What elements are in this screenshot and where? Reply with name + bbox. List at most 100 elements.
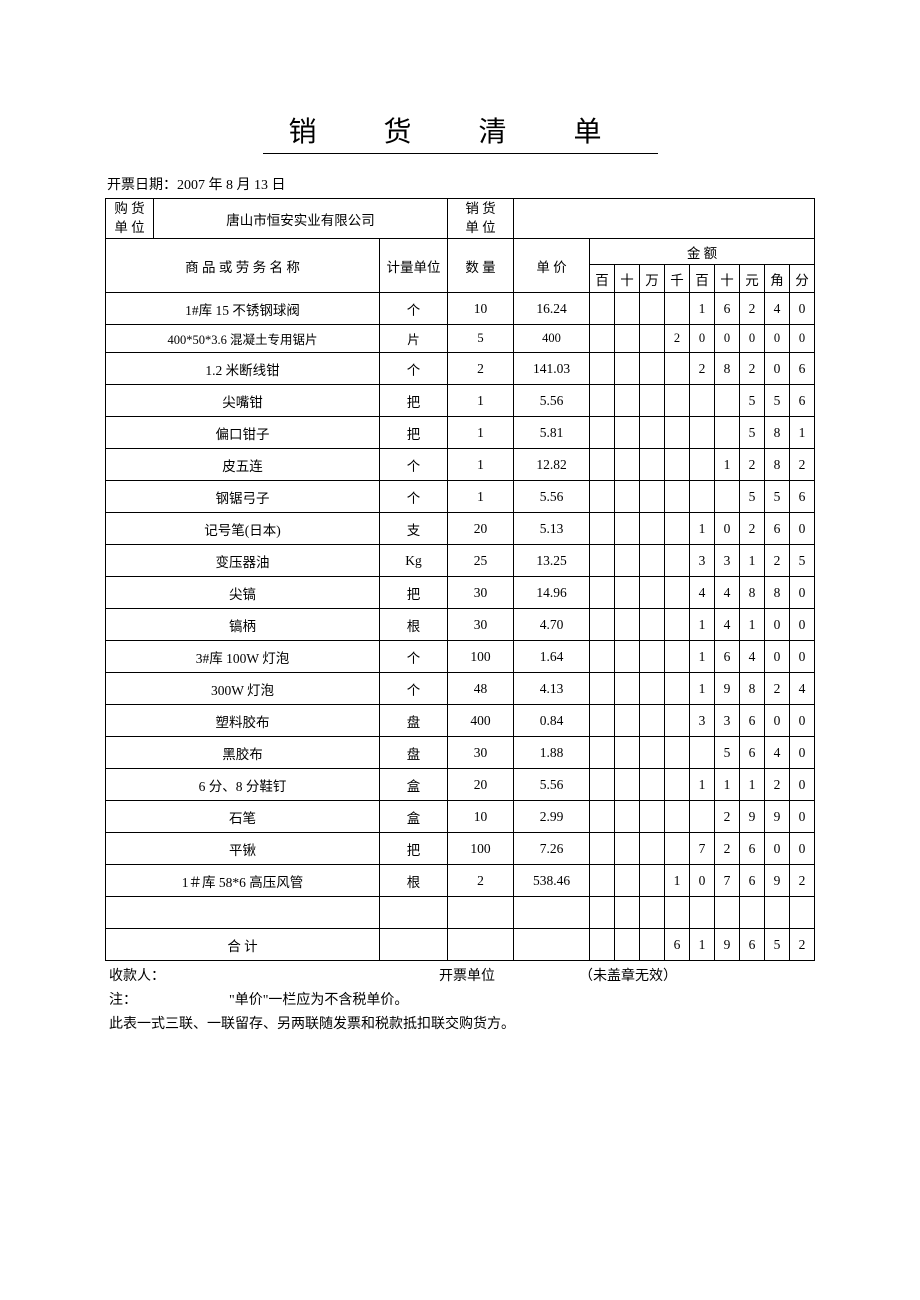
cell-digit	[590, 577, 615, 609]
cell-digit	[665, 481, 690, 513]
cell-digit	[665, 449, 690, 481]
total-empty	[448, 929, 514, 961]
total-digit	[615, 929, 640, 961]
cell-digit	[640, 737, 665, 769]
cell-digit	[665, 769, 690, 801]
table-row: 400*50*3.6 混凝土专用锯片片5400200000	[106, 325, 815, 353]
col-price: 单 价	[514, 239, 590, 293]
cell-digit: 6	[740, 705, 765, 737]
table-row: 镐柄根304.7014100	[106, 609, 815, 641]
stamp-note: （未盖章无效）	[579, 965, 677, 985]
cell-digit: 2	[765, 673, 790, 705]
cell-digit: 6	[790, 353, 815, 385]
cell-digit: 8	[765, 577, 790, 609]
cell-price: 14.96	[514, 577, 590, 609]
cell-digit	[590, 545, 615, 577]
cell-digit: 9	[765, 865, 790, 897]
cell-digit	[615, 641, 640, 673]
cell-unit: 根	[380, 865, 448, 897]
footer-note-2: 此表一式三联、一联留存、另两联随发票和税款抵扣联交购货方。	[105, 1011, 815, 1035]
cell-digit	[715, 417, 740, 449]
cell-price: 12.82	[514, 449, 590, 481]
cell-digit: 9	[740, 801, 765, 833]
cell-digit	[615, 801, 640, 833]
total-digit	[640, 929, 665, 961]
cell-digit: 0	[790, 577, 815, 609]
cell-digit: 9	[765, 801, 790, 833]
cell-digit: 0	[790, 833, 815, 865]
cell-digit	[615, 673, 640, 705]
cell-digit: 1	[665, 865, 690, 897]
cell-name: 偏口钳子	[106, 417, 380, 449]
total-label: 合 计	[106, 929, 380, 961]
cell-digit	[765, 897, 790, 929]
invoice-date: 开票日期：2007 年 8 月 13 日	[105, 174, 815, 194]
cell-digit: 0	[715, 325, 740, 353]
cell-qty: 2	[448, 353, 514, 385]
cell-digit: 0	[765, 353, 790, 385]
cell-digit	[640, 353, 665, 385]
cell-digit	[615, 705, 640, 737]
cell-digit: 6	[740, 865, 765, 897]
cell-price: 400	[514, 325, 590, 353]
cell-qty: 2	[448, 865, 514, 897]
cell-digit: 2	[715, 833, 740, 865]
cell-digit: 2	[665, 325, 690, 353]
total-digit: 1	[690, 929, 715, 961]
digit-header: 十	[615, 265, 640, 293]
buyer-value: 唐山市恒安实业有限公司	[154, 199, 448, 239]
cell-qty: 100	[448, 641, 514, 673]
cell-digit: 0	[740, 325, 765, 353]
cell-name: 尖嘴钳	[106, 385, 380, 417]
cell-unit: 把	[380, 577, 448, 609]
cell-digit	[590, 293, 615, 325]
cell-digit	[590, 641, 615, 673]
cell-digit	[690, 449, 715, 481]
digit-header: 百	[690, 265, 715, 293]
table-row: 平锹把1007.2672600	[106, 833, 815, 865]
cell-name: 尖镐	[106, 577, 380, 609]
cell-digit	[590, 865, 615, 897]
cell-unit: Kg	[380, 545, 448, 577]
cell-digit	[590, 417, 615, 449]
cell-digit: 0	[790, 801, 815, 833]
cell-digit: 0	[765, 641, 790, 673]
cell-digit: 5	[765, 385, 790, 417]
cell-qty: 100	[448, 833, 514, 865]
cell-digit	[665, 641, 690, 673]
cell-name: 钢锯弓子	[106, 481, 380, 513]
total-row: 合 计619652	[106, 929, 815, 961]
cell-qty: 20	[448, 513, 514, 545]
digit-header: 角	[765, 265, 790, 293]
cell-qty: 5	[448, 325, 514, 353]
cell-digit	[640, 325, 665, 353]
cell-digit: 2	[740, 449, 765, 481]
cell-digit	[640, 545, 665, 577]
payee-label: 收款人：	[109, 965, 439, 985]
cell-digit: 3	[690, 545, 715, 577]
cell-price: 7.26	[514, 833, 590, 865]
cell-digit: 5	[715, 737, 740, 769]
cell-digit: 0	[715, 513, 740, 545]
cell-name: 塑料胶布	[106, 705, 380, 737]
cell-price: 5.56	[514, 481, 590, 513]
cell-name: 黑胶布	[106, 737, 380, 769]
cell-digit: 3	[715, 545, 740, 577]
cell-digit	[640, 897, 665, 929]
cell-digit: 1	[690, 641, 715, 673]
cell-digit: 0	[790, 325, 815, 353]
cell-digit	[590, 385, 615, 417]
total-digit: 6	[665, 929, 690, 961]
col-name: 商 品 或 劳 务 名 称	[106, 239, 380, 293]
cell-digit: 3	[715, 705, 740, 737]
table-row: 变压器油Kg2513.2533125	[106, 545, 815, 577]
cell-digit: 2	[790, 449, 815, 481]
cell-digit	[590, 513, 615, 545]
cell-digit	[640, 513, 665, 545]
cell-digit	[590, 353, 615, 385]
cell-qty: 10	[448, 293, 514, 325]
seller-value	[514, 199, 815, 239]
cell-digit: 4	[790, 673, 815, 705]
cell-unit: 个	[380, 449, 448, 481]
date-label: 开票日期：	[107, 178, 177, 193]
